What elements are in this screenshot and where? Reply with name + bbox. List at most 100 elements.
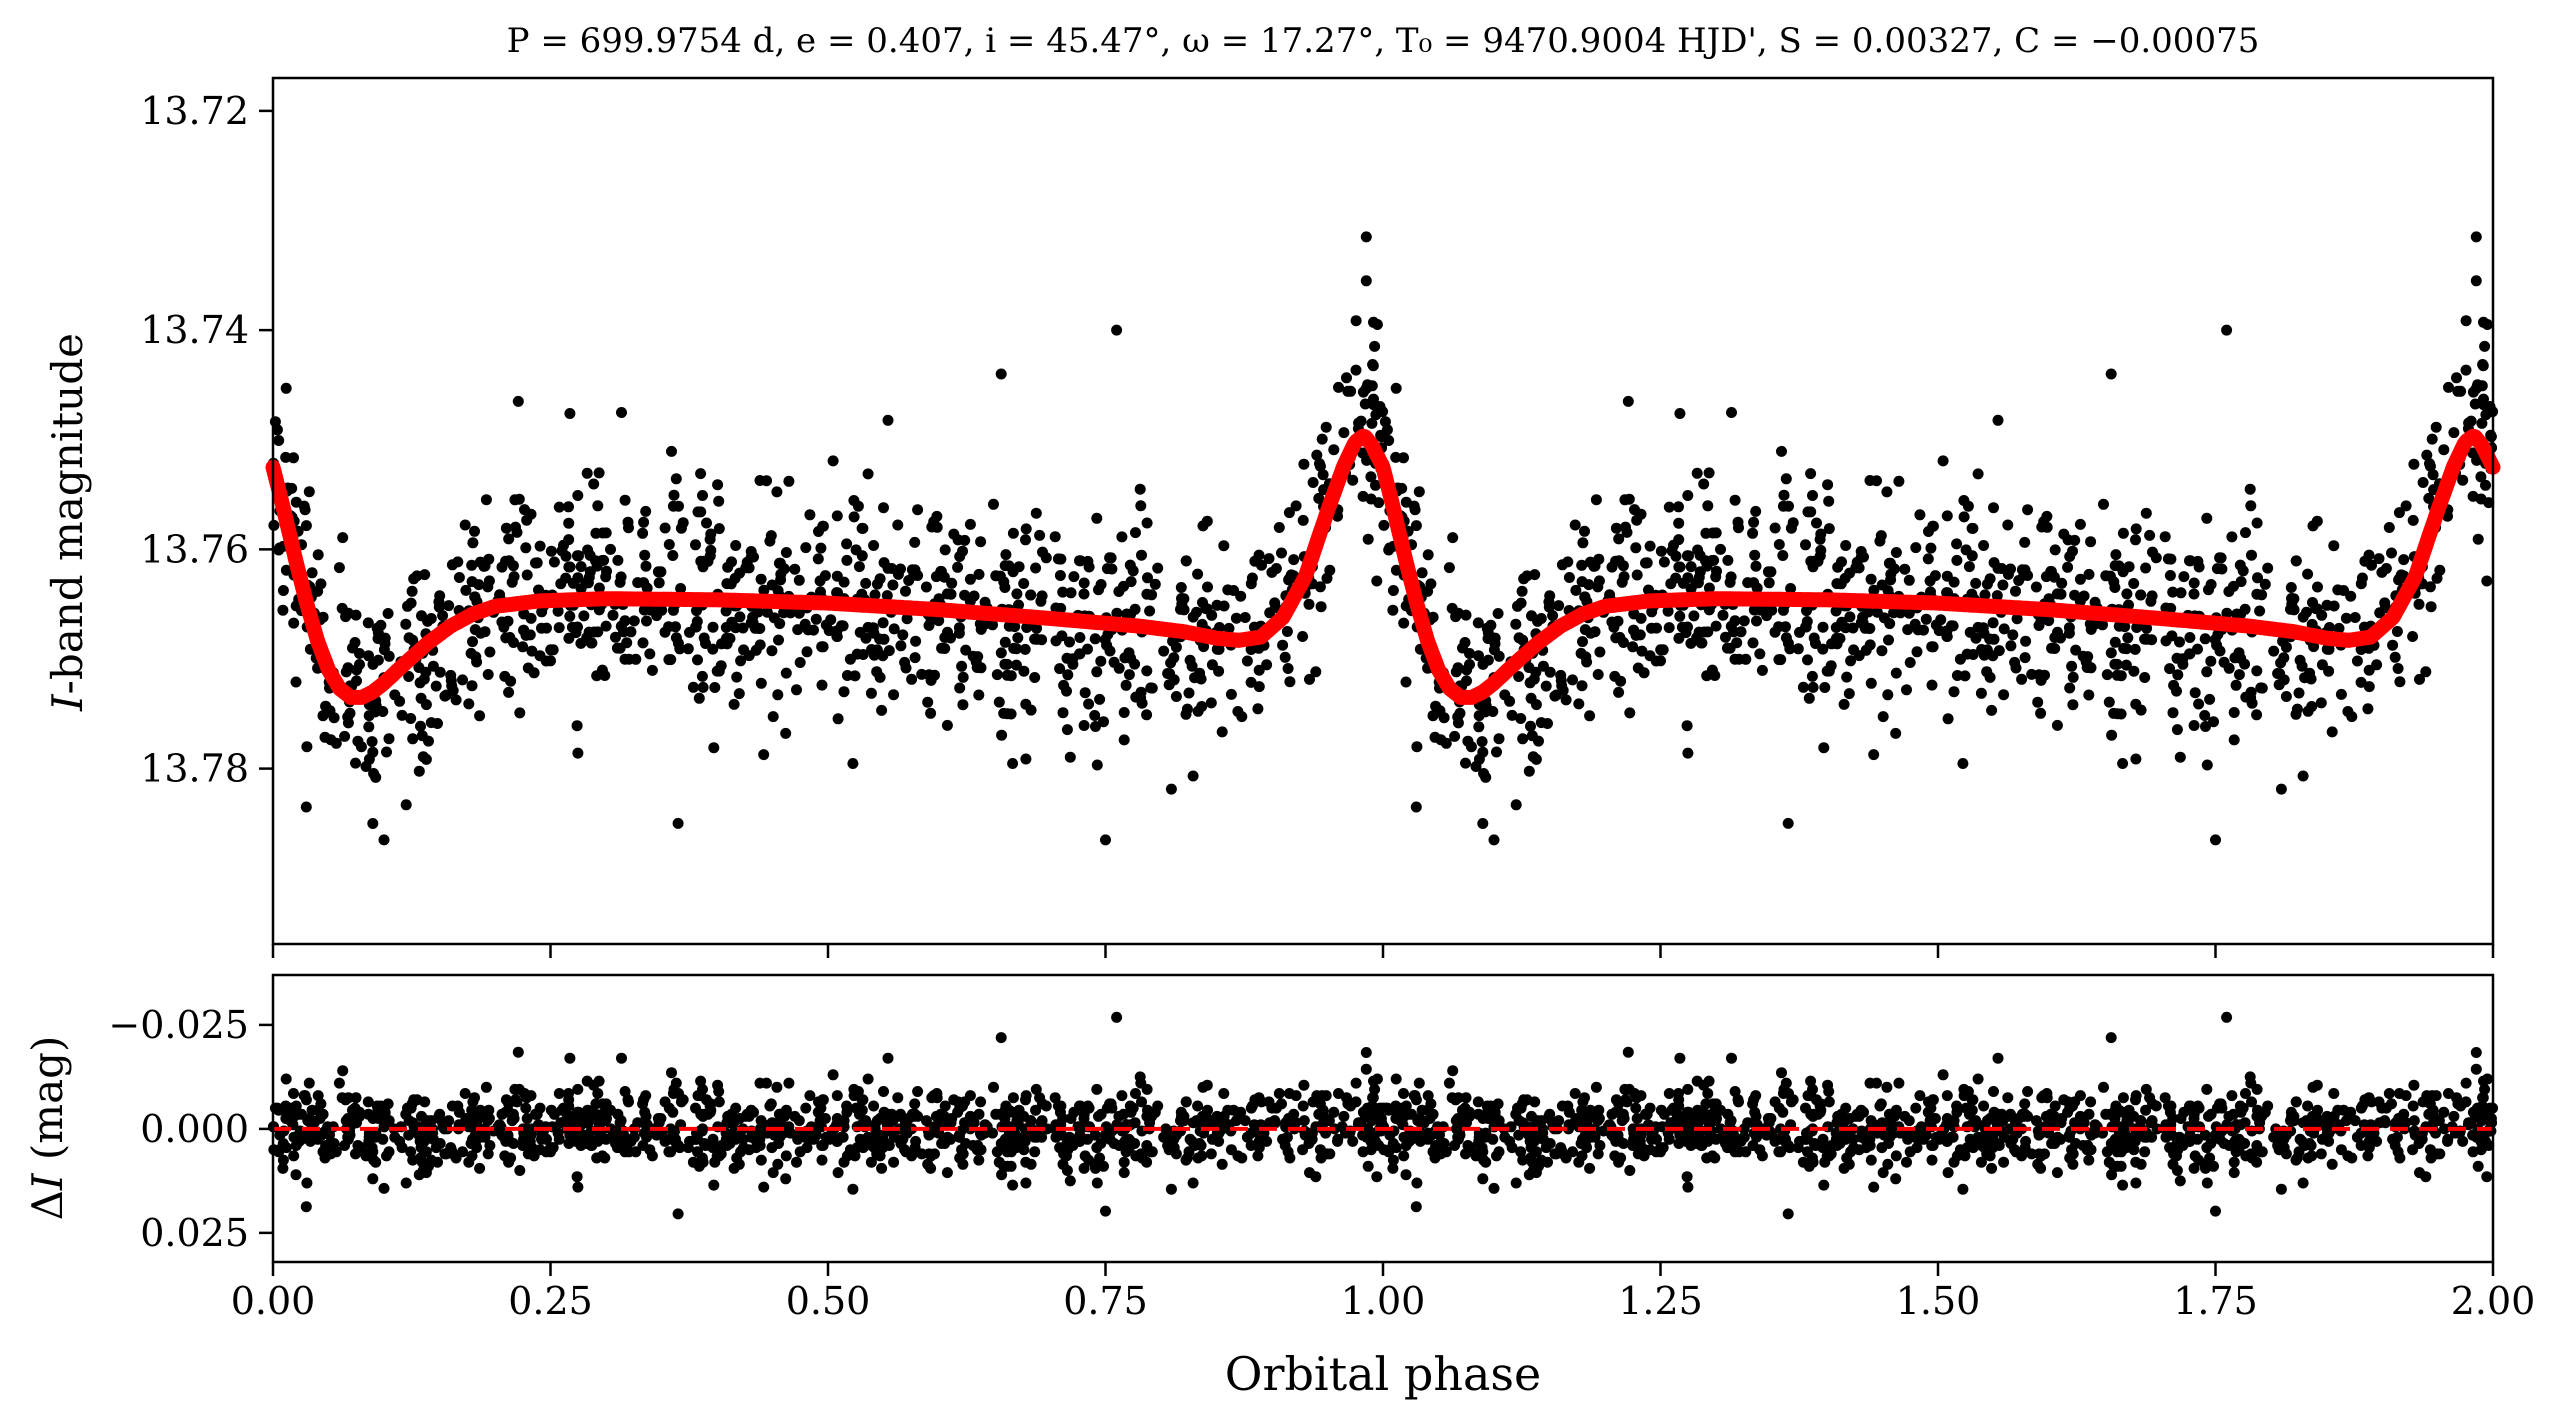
data-point xyxy=(876,704,888,716)
residual-point xyxy=(1515,1146,1527,1158)
residual-point xyxy=(564,1052,576,1064)
residual-point xyxy=(2030,1115,2042,1127)
data-point xyxy=(494,589,506,601)
residual-point xyxy=(457,1146,468,1158)
data-point xyxy=(2251,665,2263,677)
data-point xyxy=(2205,579,2217,590)
residual-point xyxy=(1418,1117,1430,1129)
data-point xyxy=(1674,408,1686,419)
residual-point xyxy=(1241,1131,1253,1143)
data-point xyxy=(1688,610,1700,622)
data-point xyxy=(2321,599,2333,611)
data-point xyxy=(1860,644,1872,656)
residual-point xyxy=(1959,1150,1971,1162)
data-point xyxy=(2463,417,2475,429)
data-point xyxy=(400,618,412,630)
data-point xyxy=(2033,620,2045,631)
data-point xyxy=(1523,765,1535,777)
residual-point xyxy=(1422,1090,1434,1102)
data-point xyxy=(619,494,631,506)
data-point xyxy=(841,554,853,566)
data-point xyxy=(2085,536,2097,548)
data-point xyxy=(895,640,907,652)
data-point xyxy=(1570,584,1582,596)
data-point xyxy=(923,620,935,631)
data-point xyxy=(1067,658,1079,670)
data-point xyxy=(1831,578,1843,590)
data-point xyxy=(1644,650,1656,662)
data-point xyxy=(755,573,767,585)
data-point xyxy=(722,561,734,573)
data-point xyxy=(2278,674,2290,686)
residual-point xyxy=(405,1146,417,1158)
data-point xyxy=(793,607,805,619)
data-point xyxy=(702,555,714,567)
data-point xyxy=(1362,533,1374,545)
residual-point xyxy=(945,1133,956,1145)
residual-point xyxy=(2481,1073,2493,1085)
data-point xyxy=(1703,582,1715,594)
data-point xyxy=(1100,834,1111,846)
residual-point xyxy=(2221,1011,2233,1023)
data-point xyxy=(2193,698,2205,710)
residual-point xyxy=(1715,1123,1727,1135)
data-point xyxy=(1525,720,1536,732)
residual-point xyxy=(2074,1110,2086,1122)
residual-point xyxy=(638,1127,650,1139)
data-point xyxy=(586,637,598,649)
data-point xyxy=(522,662,534,674)
data-point xyxy=(580,577,592,589)
data-point xyxy=(1803,692,1815,704)
data-point xyxy=(1817,621,1829,633)
data-point xyxy=(692,506,704,518)
residual-point xyxy=(2178,1106,2190,1118)
data-point xyxy=(1721,642,1733,654)
residual-point xyxy=(1118,1156,1130,1168)
data-point xyxy=(560,572,572,584)
residual-point xyxy=(1477,1173,1489,1185)
data-point xyxy=(2010,585,2021,597)
data-point xyxy=(1682,490,1694,501)
residual-point xyxy=(1883,1138,1894,1149)
residual-point xyxy=(1196,1150,1208,1162)
data-point xyxy=(1691,467,1703,479)
residual-point xyxy=(862,1073,874,1085)
data-point xyxy=(1992,562,2004,574)
data-point xyxy=(483,553,495,565)
data-point xyxy=(2291,703,2303,715)
data-point xyxy=(1416,567,1428,579)
data-point xyxy=(2055,588,2067,600)
residual-point xyxy=(2074,1090,2086,1102)
y-tick-label: 13.74 xyxy=(140,308,249,352)
residual-point xyxy=(2039,1148,2050,1160)
data-point xyxy=(1706,664,1718,676)
data-point xyxy=(2113,560,2125,572)
data-point xyxy=(1020,523,1032,535)
residual-point xyxy=(1429,1152,1441,1164)
residual-point xyxy=(2018,1110,2030,1122)
residual-point xyxy=(1874,1100,1886,1112)
data-point xyxy=(1443,562,1455,574)
residual-point xyxy=(598,1108,610,1120)
residual-point xyxy=(831,1090,843,1102)
residual-point xyxy=(521,1113,533,1124)
data-point xyxy=(463,698,475,710)
residual-point xyxy=(1510,1177,1522,1189)
residual-point xyxy=(750,1142,762,1154)
data-point xyxy=(1655,644,1667,656)
data-point xyxy=(1003,560,1015,572)
residual-point xyxy=(1902,1133,1914,1145)
data-point xyxy=(2254,605,2266,617)
data-point xyxy=(288,452,299,464)
residual-point xyxy=(1865,1115,1877,1127)
residual-point xyxy=(1310,1171,1322,1183)
data-point xyxy=(514,707,526,719)
data-point xyxy=(2226,531,2238,543)
residual-point xyxy=(466,1110,478,1122)
residual-point xyxy=(831,1135,843,1147)
data-point xyxy=(339,730,351,742)
data-point xyxy=(909,536,921,548)
data-point xyxy=(1750,560,1762,572)
residual-point xyxy=(354,1110,365,1122)
residual-point xyxy=(564,1110,576,1122)
